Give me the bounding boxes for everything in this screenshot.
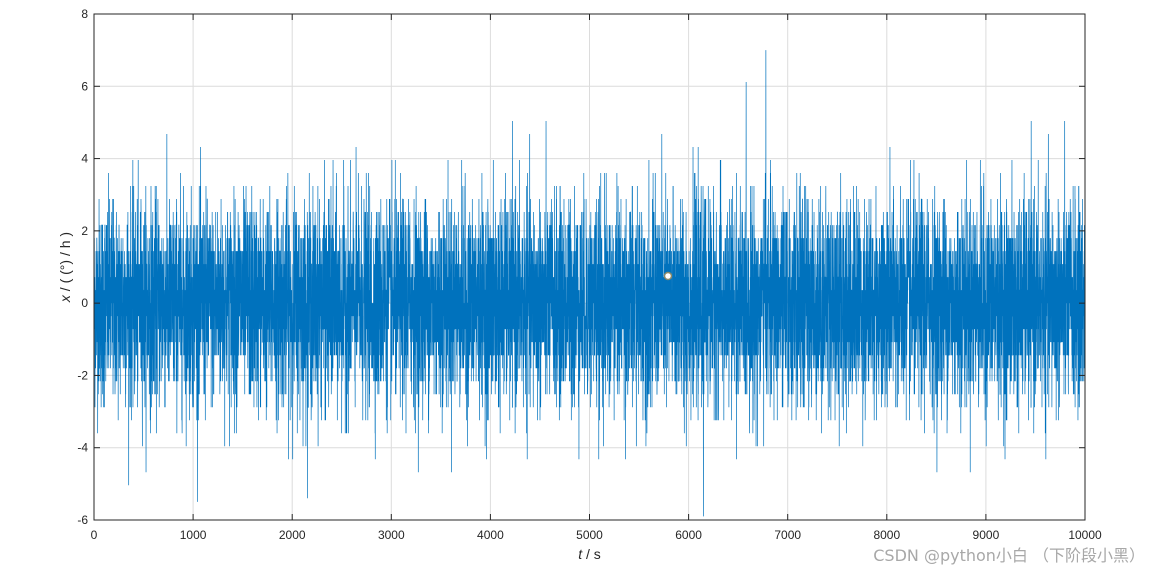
x-tick-label: 2000 [279, 528, 306, 542]
watermark: CSDN @python小白 （下阶段小黑） [873, 546, 1145, 565]
data-cursor-marker[interactable] [663, 271, 673, 281]
y-axis-variable: x [57, 294, 73, 303]
x-tick-label: 0 [91, 528, 98, 542]
x-axis-unit: / s [582, 546, 601, 562]
x-axis-ticks: 0 1000 2000 3000 4000 5000 6000 7000 8000 9000 100… [91, 14, 1102, 542]
y-tick-label: -2 [77, 368, 88, 382]
x-tick-label: 3000 [378, 528, 405, 542]
x-tick-label: 5000 [576, 528, 603, 542]
y-tick-label: -4 [77, 441, 88, 455]
x-axis-variable: t [578, 546, 583, 562]
y-axis-ticks: -6 -4 -2 0 2 4 6 8 [77, 7, 1085, 527]
y-tick-label: -6 [77, 513, 88, 527]
x-tick-label: 6000 [675, 528, 702, 542]
y-tick-label: 4 [81, 152, 88, 166]
x-tick-label: 9000 [973, 528, 1000, 542]
series-line [93, 50, 1086, 517]
x-tick-label: 7000 [774, 528, 801, 542]
y-tick-label: 6 [81, 79, 88, 93]
x-tick-label: 8000 [873, 528, 900, 542]
y-axis-label: x / ( (°) / h ) [57, 232, 73, 303]
x-axis-label: t / s [578, 546, 601, 562]
x-tick-label: 4000 [477, 528, 504, 542]
x-tick-label: 1000 [180, 528, 207, 542]
y-tick-label: 0 [81, 296, 88, 310]
y-tick-label: 2 [81, 224, 88, 238]
data-series [93, 50, 1086, 517]
y-tick-label: 8 [81, 7, 88, 21]
y-axis-unit: / ( (°) / h ) [57, 232, 73, 295]
x-tick-label: 10000 [1068, 528, 1102, 542]
